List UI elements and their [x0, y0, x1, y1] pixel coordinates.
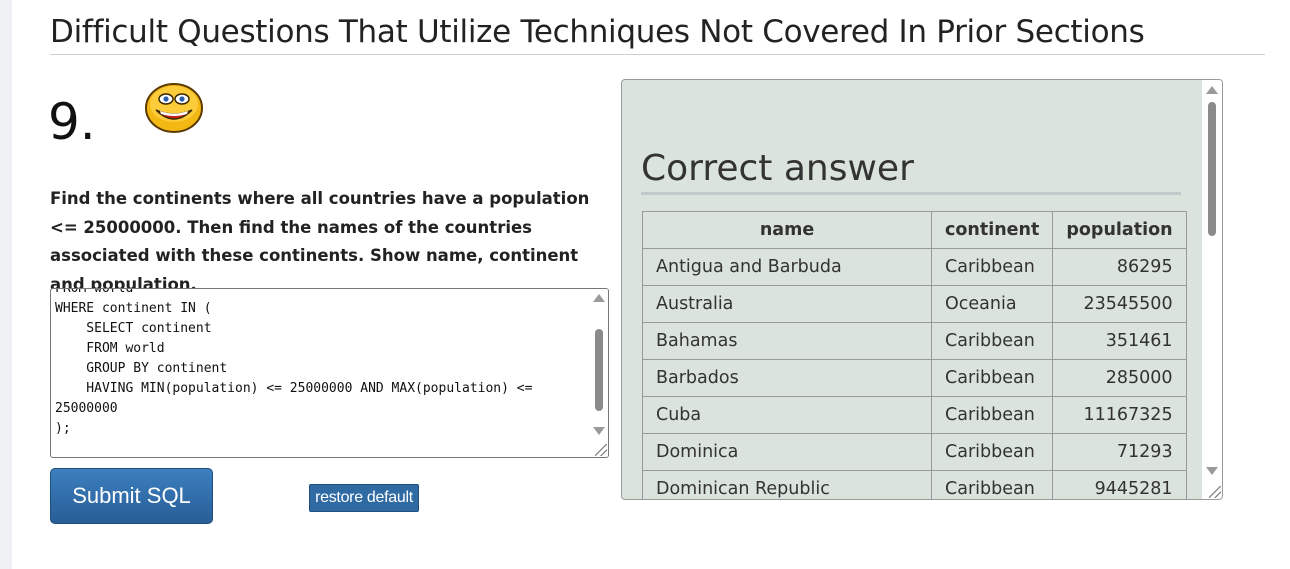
cell-population: 86295 — [1052, 248, 1187, 286]
scroll-down-icon[interactable] — [1206, 467, 1218, 475]
table-row: Dominican Republic Caribbean 9445281 — [642, 470, 1187, 499]
table-row: Cuba Caribbean 11167325 — [642, 396, 1187, 434]
cell-continent: Caribbean — [930, 322, 1054, 360]
restore-default-button[interactable]: restore default — [309, 484, 419, 512]
table-row: Bahamas Caribbean 351461 — [642, 322, 1187, 360]
answer-title: Correct answer — [641, 146, 1181, 195]
cell-name: Antigua and Barbuda — [642, 248, 932, 286]
cell-continent: Caribbean — [930, 470, 1054, 499]
scroll-down-icon[interactable] — [593, 427, 605, 435]
cell-name: Bahamas — [642, 322, 932, 360]
sql-editor[interactable]: FROM world WHERE continent IN ( SELECT c… — [50, 288, 609, 458]
header-continent: continent — [930, 211, 1054, 249]
resize-grip-icon[interactable] — [595, 444, 607, 456]
header-name: name — [642, 211, 932, 249]
result-table: name continent population Antigua and Ba… — [642, 211, 1187, 499]
correct-answer-panel: Correct answer name continent population… — [621, 79, 1223, 500]
cell-continent: Caribbean — [930, 396, 1054, 434]
editor-scroll-thumb[interactable] — [595, 329, 603, 411]
cell-name: Dominica — [642, 433, 932, 471]
cell-name: Cuba — [642, 396, 932, 434]
scroll-up-icon[interactable] — [593, 294, 605, 302]
cell-population: 351461 — [1052, 322, 1187, 360]
header-population: population — [1052, 211, 1187, 249]
cell-population: 9445281 — [1052, 470, 1187, 499]
answer-scroll-thumb[interactable] — [1208, 102, 1216, 236]
cell-name: Australia — [642, 285, 932, 323]
cell-population: 11167325 — [1052, 396, 1187, 434]
cell-population: 71293 — [1052, 433, 1187, 471]
resize-grip-icon[interactable] — [1209, 486, 1221, 498]
section-title: Difficult Questions That Utilize Techniq… — [50, 12, 1265, 55]
cell-continent: Oceania — [930, 285, 1054, 323]
question-text: Find the continents where all countries … — [50, 189, 590, 294]
table-row: Dominica Caribbean 71293 — [642, 433, 1187, 471]
question-number: 9. — [48, 93, 96, 151]
answer-scrollbar[interactable] — [1202, 80, 1222, 499]
cell-name: Dominican Republic — [642, 470, 932, 499]
scroll-up-icon[interactable] — [1206, 86, 1218, 94]
submit-sql-button[interactable]: Submit SQL — [50, 468, 213, 524]
table-row: Barbados Caribbean 285000 — [642, 359, 1187, 397]
cell-continent: Caribbean — [930, 433, 1054, 471]
cell-population: 285000 — [1052, 359, 1187, 397]
editor-scrollbar[interactable] — [590, 289, 608, 457]
cell-population: 23545500 — [1052, 285, 1187, 323]
left-rail — [0, 0, 12, 569]
smiley-face-icon — [145, 83, 203, 133]
table-header-row: name continent population — [642, 211, 1187, 249]
cell-name: Barbados — [642, 359, 932, 397]
cell-continent: Caribbean — [930, 248, 1054, 286]
cell-continent: Caribbean — [930, 359, 1054, 397]
table-row: Antigua and Barbuda Caribbean 86295 — [642, 248, 1187, 286]
table-row: Australia Oceania 23545500 — [642, 285, 1187, 323]
sql-code[interactable]: FROM world WHERE continent IN ( SELECT c… — [55, 288, 533, 436]
